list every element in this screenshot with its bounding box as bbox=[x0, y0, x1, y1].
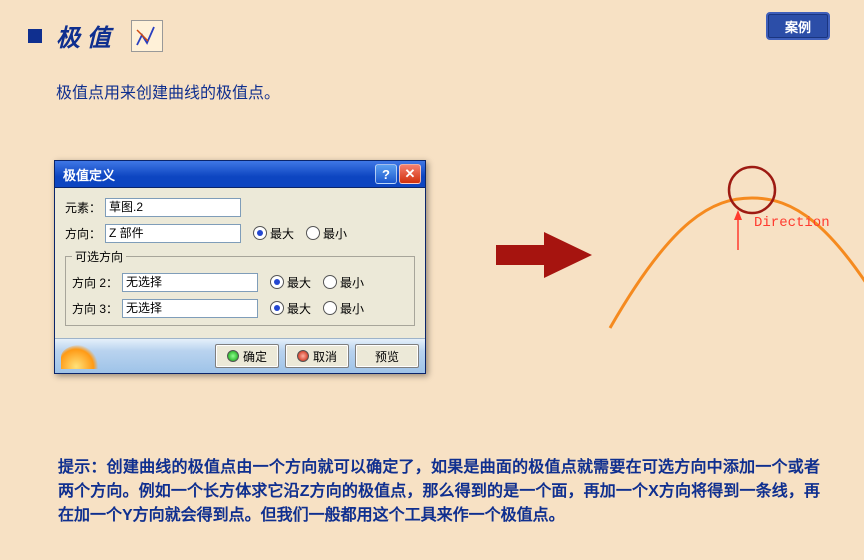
cancel-label: 取消 bbox=[313, 348, 337, 365]
radio-min-label: 最小 bbox=[323, 225, 347, 242]
radio-max-label: 最大 bbox=[270, 225, 294, 242]
optional-directions-group: 可选方向 方向 2： 无选择 最大 最小 方向 3： 无选择 bbox=[65, 248, 415, 326]
optional-group-title: 可选方向 bbox=[72, 248, 126, 265]
ok-led-icon bbox=[227, 350, 239, 362]
radio-min-dir3[interactable]: 最小 bbox=[323, 300, 364, 317]
dir3-label: 方向 3： bbox=[72, 300, 118, 317]
extremum-diagram: Direction bbox=[602, 160, 864, 360]
radio-icon bbox=[306, 226, 320, 240]
intro-text: 极值点用来创建曲线的极值点。 bbox=[56, 79, 864, 103]
element-field[interactable]: 草图.2 bbox=[105, 198, 241, 217]
direction-label: 方向： bbox=[65, 225, 101, 242]
example-button[interactable]: 案例 bbox=[766, 12, 830, 40]
cancel-button[interactable]: 取消 bbox=[285, 344, 349, 368]
header-bar: 极 值 案例 bbox=[0, 0, 864, 53]
radio-max-main[interactable]: 最大 bbox=[253, 225, 294, 242]
dialog-close-button[interactable]: ✕ bbox=[399, 164, 421, 184]
tip-text: 提示：创建曲线的极值点由一个方向就可以确定了，如果是曲面的极值点就需要在可选方向… bbox=[58, 456, 820, 528]
illustration-area: 极值定义 ? ✕ 元素： 草图.2 方向： Z 部件 最大 最小 bbox=[54, 160, 814, 390]
radio-max-dir2[interactable]: 最大 bbox=[270, 274, 311, 291]
direction2-row: 方向 2： 无选择 最大 最小 bbox=[72, 271, 408, 293]
cancel-led-icon bbox=[297, 350, 309, 362]
svg-text:Direction: Direction bbox=[754, 215, 830, 231]
radio-min-main[interactable]: 最小 bbox=[306, 225, 347, 242]
ok-button[interactable]: 确定 bbox=[215, 344, 279, 368]
extremum-tool-icon bbox=[131, 20, 163, 52]
radio-min-dir2[interactable]: 最小 bbox=[323, 274, 364, 291]
element-label: 元素： bbox=[65, 199, 101, 216]
arrow-icon bbox=[496, 232, 592, 278]
radio-icon bbox=[270, 275, 284, 289]
radio-icon bbox=[323, 275, 337, 289]
direction-row: 方向： Z 部件 最大 最小 bbox=[65, 222, 415, 244]
radio-min-label: 最小 bbox=[340, 300, 364, 317]
heading-bullet-icon bbox=[28, 29, 42, 43]
radio-max-label: 最大 bbox=[287, 274, 311, 291]
dialog-help-button[interactable]: ? bbox=[375, 164, 397, 184]
dialog-titlebar[interactable]: 极值定义 ? ✕ bbox=[55, 161, 425, 188]
dir2-label: 方向 2： bbox=[72, 274, 118, 291]
ok-label: 确定 bbox=[243, 348, 267, 365]
radio-icon bbox=[270, 301, 284, 315]
element-row: 元素： 草图.2 bbox=[65, 196, 415, 218]
radio-icon bbox=[253, 226, 267, 240]
dialog-footer: 确定 取消 预览 bbox=[55, 338, 425, 373]
direction-field[interactable]: Z 部件 bbox=[105, 224, 241, 243]
dialog-body: 元素： 草图.2 方向： Z 部件 最大 最小 可选方向 方向 2： bbox=[55, 188, 425, 338]
radio-max-label: 最大 bbox=[287, 300, 311, 317]
preview-label: 预览 bbox=[375, 348, 399, 365]
dir3-field[interactable]: 无选择 bbox=[122, 299, 258, 318]
dialog-title: 极值定义 bbox=[63, 165, 373, 184]
dir2-field[interactable]: 无选择 bbox=[122, 273, 258, 292]
radio-min-label: 最小 bbox=[340, 274, 364, 291]
page-title: 极 值 bbox=[56, 18, 111, 53]
preview-button[interactable]: 预览 bbox=[355, 344, 419, 368]
radio-max-dir3[interactable]: 最大 bbox=[270, 300, 311, 317]
radio-icon bbox=[323, 301, 337, 315]
direction3-row: 方向 3： 无选择 最大 最小 bbox=[72, 297, 408, 319]
extremum-dialog: 极值定义 ? ✕ 元素： 草图.2 方向： Z 部件 最大 最小 bbox=[54, 160, 426, 374]
